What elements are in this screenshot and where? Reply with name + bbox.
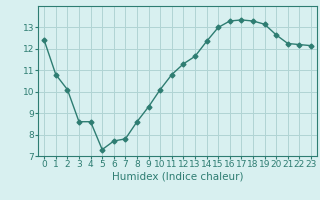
X-axis label: Humidex (Indice chaleur): Humidex (Indice chaleur)	[112, 172, 243, 182]
